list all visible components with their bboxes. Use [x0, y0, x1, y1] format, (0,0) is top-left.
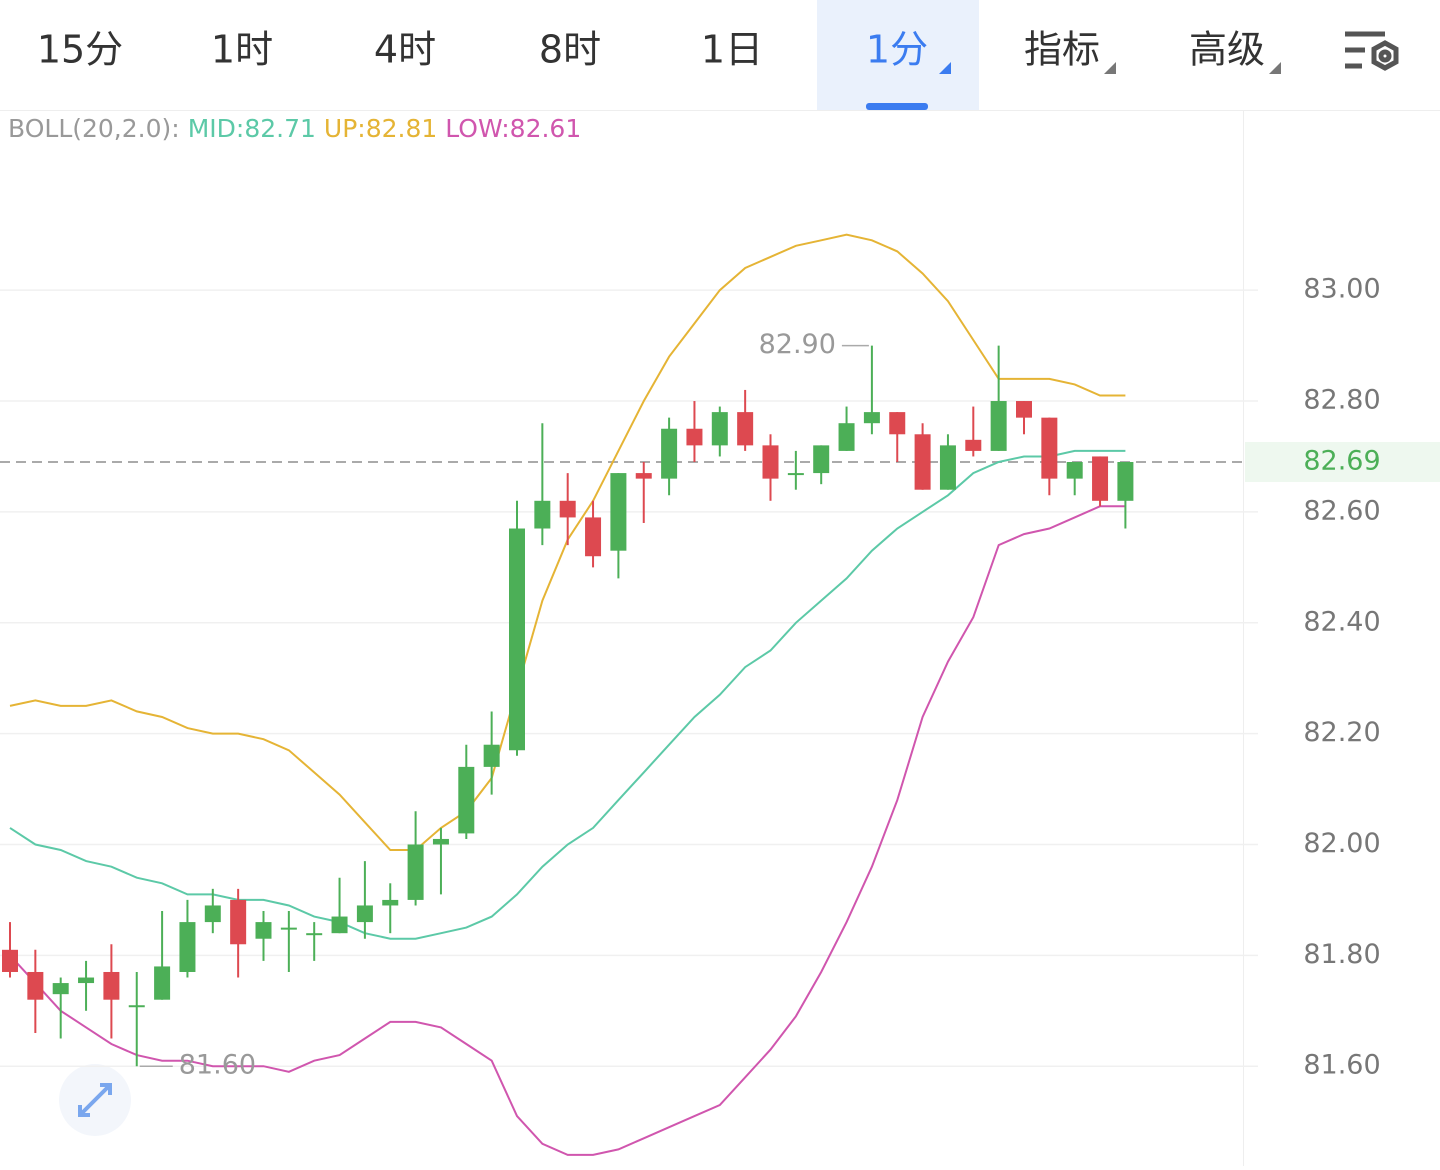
- candle-body: [1066, 462, 1083, 479]
- y-tick-label: 82.80: [1303, 385, 1380, 416]
- candle-body: [965, 439, 982, 451]
- y-tick-label: 82.00: [1303, 828, 1380, 859]
- candle-body: [559, 500, 576, 518]
- tab-label[interactable]: 高级: [1189, 28, 1265, 72]
- candle-body: [1092, 456, 1109, 501]
- last-price-bg: [1245, 442, 1440, 482]
- candle-body: [914, 434, 931, 490]
- candle-body: [889, 412, 906, 435]
- tab-label[interactable]: 15分: [37, 28, 123, 72]
- candle-body: [255, 922, 272, 939]
- candle-body: [154, 966, 171, 1000]
- candle-body: [661, 428, 678, 479]
- settings-icon[interactable]: [1345, 31, 1399, 71]
- tab-label[interactable]: 1日: [701, 28, 763, 72]
- candle-body: [331, 916, 348, 934]
- candle-body: [230, 899, 247, 945]
- candle-body: [52, 983, 69, 995]
- candle-body: [635, 473, 652, 479]
- candle-body: [863, 412, 880, 424]
- candle-body: [407, 844, 424, 900]
- candle-body: [813, 445, 830, 474]
- dropdown-caret: [939, 62, 951, 74]
- candle-body: [27, 971, 44, 1000]
- boll-line: [9, 505, 1126, 1156]
- dropdown-caret: [1269, 62, 1281, 74]
- candle-body: [179, 922, 196, 972]
- active-tab-bg: [817, 0, 979, 110]
- indicator-name: BOLL(20,2.0):: [8, 114, 180, 143]
- candle-body: [78, 977, 95, 984]
- candle-body: [1117, 462, 1134, 501]
- candle-body: [2, 949, 18, 972]
- max-marker-label: 82.90: [759, 329, 836, 360]
- boll-line: [9, 449, 1126, 940]
- tab-label[interactable]: 8时: [539, 28, 601, 72]
- candle-body: [686, 428, 703, 446]
- candle-body: [737, 412, 754, 446]
- candle-body: [585, 517, 602, 557]
- y-tick-label: 81.60: [1303, 1050, 1380, 1081]
- candle-body: [990, 401, 1007, 451]
- tab-label[interactable]: 指标: [1024, 28, 1100, 72]
- candle-body: [838, 423, 855, 451]
- candle-body: [306, 933, 323, 936]
- candle-body: [483, 744, 500, 767]
- tab-label[interactable]: 4时: [374, 28, 436, 72]
- candle-body: [103, 971, 120, 1000]
- legend-entry: MID:82.71: [188, 114, 316, 143]
- candle-body: [382, 899, 399, 906]
- expand-button[interactable]: [59, 1064, 131, 1136]
- candle-body: [610, 473, 627, 551]
- candle-body: [939, 445, 956, 490]
- candle-body: [1016, 401, 1032, 418]
- candle-body: [711, 412, 728, 446]
- candle-body: [432, 838, 449, 845]
- y-tick-label: 81.80: [1303, 939, 1380, 970]
- tab-label[interactable]: 1分: [866, 28, 928, 72]
- candle-body: [356, 905, 373, 923]
- y-tick-label: 82.60: [1303, 495, 1380, 526]
- candle-body: [534, 500, 551, 529]
- candle-body: [1041, 417, 1058, 479]
- dropdown-caret: [1104, 62, 1116, 74]
- candle-body: [280, 927, 297, 930]
- candle-body: [762, 445, 779, 479]
- candle-body: [204, 905, 221, 923]
- last-price-label: 82.69: [1303, 446, 1380, 477]
- legend-entry: LOW:82.61: [445, 114, 581, 143]
- candle-body: [787, 473, 804, 476]
- candle-body: [128, 1005, 145, 1008]
- legend-entry: UP:82.81: [324, 114, 437, 143]
- y-tick-label: 83.00: [1303, 274, 1380, 305]
- candle-body: [458, 766, 475, 834]
- y-tick-label: 82.40: [1303, 606, 1380, 637]
- min-marker-label: 81.60: [179, 1050, 256, 1081]
- candle-body: [509, 528, 525, 751]
- active-tab-indicator: [866, 103, 928, 110]
- y-tick-label: 82.20: [1303, 717, 1380, 748]
- tab-label[interactable]: 1时: [211, 28, 273, 72]
